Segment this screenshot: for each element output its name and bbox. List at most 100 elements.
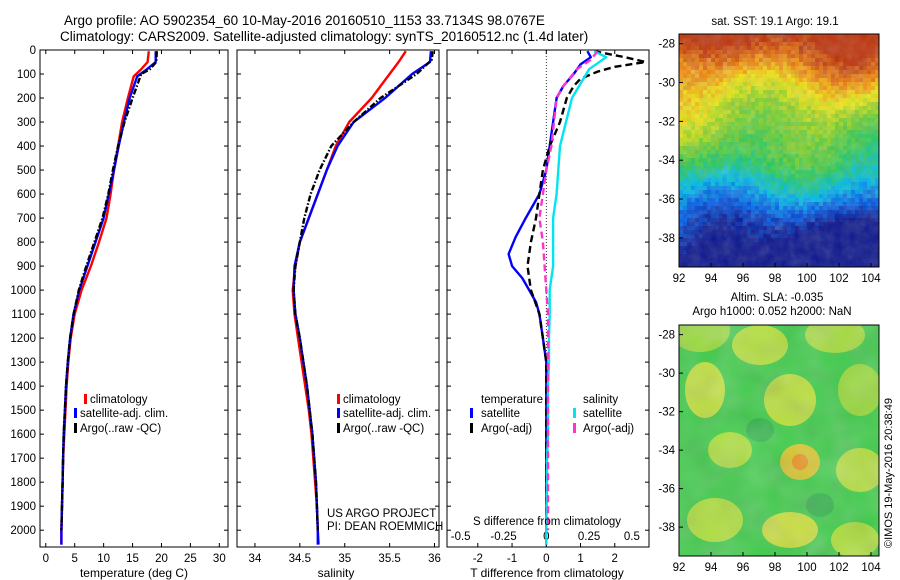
y-tick-label: 900 <box>17 261 36 273</box>
legend-swatch-sal-argo <box>573 423 576 433</box>
temperature-panel: 0100200300400500600700800900100011001200… <box>10 45 229 580</box>
sst-heatmap <box>679 34 879 267</box>
legend-temp-satellite: satellite <box>481 408 520 420</box>
difference-x-label: T difference from climatology <box>470 566 624 580</box>
legend-climatology: climatology <box>343 394 401 406</box>
difference-x-ticks: -2 -1 0 1 2 <box>473 50 618 565</box>
series-line-salinity-satellite <box>545 50 608 545</box>
difference-panel: -2 -1 0 1 2 -0.5 -0.25 0 0.25 0.5 T difference f… <box>446 49 650 580</box>
header-line1: Argo profile: AO 5902354_60 10-May-2016 … <box>64 13 545 28</box>
salinity-y-ticks <box>237 49 439 531</box>
map-y-tick-label: -34 <box>658 445 675 457</box>
y-tick-label: 2000 <box>10 525 36 537</box>
x-tick-label: 34.5 <box>289 553 311 565</box>
x-tick-label: 5 <box>72 553 78 565</box>
difference-y-ticks <box>447 49 649 531</box>
legend-sal-satellite: satellite <box>583 408 622 420</box>
x2-tick-label: -0.5 <box>451 531 471 543</box>
salinity-plot-frame <box>236 49 440 548</box>
map-y-tick-label: -38 <box>658 233 675 245</box>
sla-heatmap <box>679 325 879 556</box>
temperature-x-ticks: 0 5 10 15 20 25 30 <box>43 50 226 565</box>
temperature-plot-frame <box>39 49 229 548</box>
y-tick-label: 500 <box>17 165 36 177</box>
map-x-tick-label: 98 <box>769 562 782 574</box>
y-tick-label: 100 <box>17 69 36 81</box>
y-tick-label: 700 <box>17 213 36 225</box>
legend-argo: Argo(..raw -QC) <box>343 423 424 435</box>
y-tick-label: 400 <box>17 141 36 153</box>
project-label: US ARGO PROJECT <box>327 508 436 520</box>
x-tick-label: -2 <box>473 553 483 565</box>
temperature-x-label: temperature (deg C) <box>80 566 188 580</box>
map-x-tick-label: 94 <box>705 562 718 574</box>
sst-texture <box>679 34 879 267</box>
series-line-argo-raw-qc- <box>292 51 434 531</box>
map-y-tick-label: -30 <box>658 368 675 380</box>
x2-tick-label: 0.5 <box>624 531 640 543</box>
series-line-temperature-argo-adj- <box>526 50 647 531</box>
series-line-argo-raw-qc- <box>60 51 158 531</box>
x-tick-label: 2 <box>612 553 618 565</box>
salinity-x-ticks: 34 34.5 35 35.5 36 <box>249 50 441 565</box>
map-y-tick-label: -28 <box>658 330 675 342</box>
y-tick-label: 1300 <box>10 357 36 369</box>
map-x-tick-label: 92 <box>673 273 686 285</box>
legend-swatch-climatology <box>337 394 340 404</box>
legend-swatch-argo <box>337 423 340 433</box>
sst-frame <box>678 33 880 268</box>
map-x-tick-label: 92 <box>673 562 686 574</box>
legend-swatch-satellite <box>74 408 77 418</box>
difference-legend: temperature satellite Argo(-adj) salinit… <box>470 394 634 435</box>
sst-map: sat. SST: 19.1 Argo: 19.1 92 94 96 98 100 102… <box>658 16 881 285</box>
salinity-panel: 34 34.5 35 35.5 36 salinity climatology sate… <box>236 49 443 580</box>
legend-swatch-satellite <box>337 408 340 418</box>
x-tick-label: 10 <box>97 553 110 565</box>
map-x-tick-label: 104 <box>861 562 881 574</box>
legend-climatology: climatology <box>90 394 148 406</box>
difference-x2-ticks: -0.5 -0.25 0 0.25 0.5 <box>451 531 640 543</box>
pi-label: PI: DEAN ROEMMICH <box>327 521 443 533</box>
y-tick-label: 0 <box>30 45 36 57</box>
map-y-tick-label: -34 <box>658 155 675 167</box>
map-y-tick-label: -36 <box>658 194 675 206</box>
x-tick-label: 0 <box>43 553 49 565</box>
sst-title: sat. SST: 19.1 Argo: 19.1 <box>711 16 838 28</box>
y-tick-label: 800 <box>17 237 36 249</box>
x-tick-label: -1 <box>507 553 517 565</box>
map-y-tick-label: -30 <box>658 78 675 90</box>
y-tick-label: 1200 <box>10 333 36 345</box>
y-tick-label: 1700 <box>10 453 36 465</box>
y-tick-label: 200 <box>17 93 36 105</box>
legend-swatch-temp-argo <box>470 423 473 433</box>
sla-axes: 92 94 96 98 100 102 104 -28 -30 -32 -34 -36 -38 <box>658 330 881 574</box>
x-tick-label: 15 <box>126 553 139 565</box>
y-tick-label: 1400 <box>10 381 36 393</box>
legend-satellite: satellite-adj. clim. <box>343 408 431 420</box>
legend-argo: Argo(..raw -QC) <box>80 423 161 435</box>
sla-map: Altim. SLA: -0.035 Argo h1000: 0.052 h20… <box>658 292 881 574</box>
map-y-tick-label: -28 <box>658 39 675 51</box>
map-x-tick-label: 96 <box>737 273 750 285</box>
x-tick-label: 36 <box>428 553 441 565</box>
map-x-tick-label: 100 <box>797 273 816 285</box>
sla-title-line2: Argo h1000: 0.052 h2000: NaN <box>692 306 851 318</box>
x2-tick-label: 0.25 <box>578 531 600 543</box>
sla-frame <box>678 324 880 557</box>
x-tick-label: 30 <box>213 553 226 565</box>
legend-temp-argo: Argo(-adj) <box>481 423 532 435</box>
map-x-tick-label: 102 <box>829 273 848 285</box>
map-x-tick-label: 104 <box>861 273 881 285</box>
legend-swatch-argo <box>74 423 77 433</box>
legend-swatch-climatology <box>84 394 87 404</box>
legend-swatch-sal-satellite <box>573 408 576 418</box>
map-x-tick-label: 94 <box>705 273 718 285</box>
difference-x2-label: S difference from climatology <box>473 516 621 528</box>
series-line-climatology <box>291 50 407 545</box>
y-tick-label: 1000 <box>10 285 36 297</box>
x-tick-label: 0 <box>543 553 549 565</box>
y-tick-label: 600 <box>17 189 36 201</box>
series-line-salinity-argo-adj- <box>538 50 599 531</box>
series-line-satellite-adj-clim- <box>60 51 157 545</box>
